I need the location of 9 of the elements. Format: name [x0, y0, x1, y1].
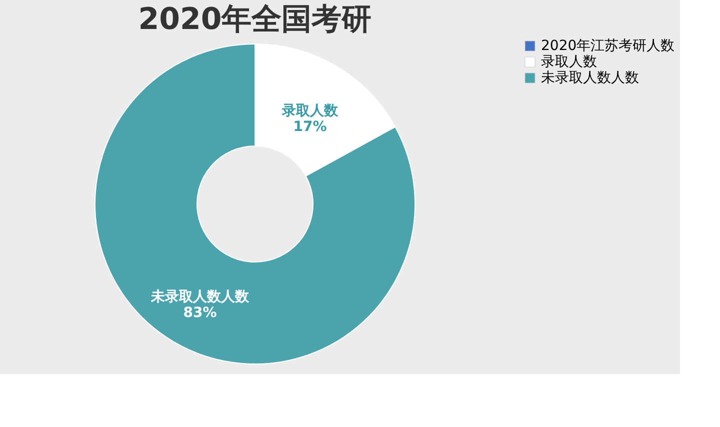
data-label: 83%: [183, 304, 217, 321]
slice-label: 录取人数: [280, 103, 339, 120]
donut-slice: [94, 44, 416, 364]
legend-label: 2020年江苏考研人数: [541, 38, 675, 54]
slice-label: 未录取人数人数: [150, 288, 250, 305]
chart-title: 2020年全国考研: [138, 2, 372, 37]
legend-label: 未录取人数人数: [541, 70, 639, 86]
legend-label: 录取人数: [541, 54, 597, 70]
data-label: 17%: [293, 119, 327, 136]
